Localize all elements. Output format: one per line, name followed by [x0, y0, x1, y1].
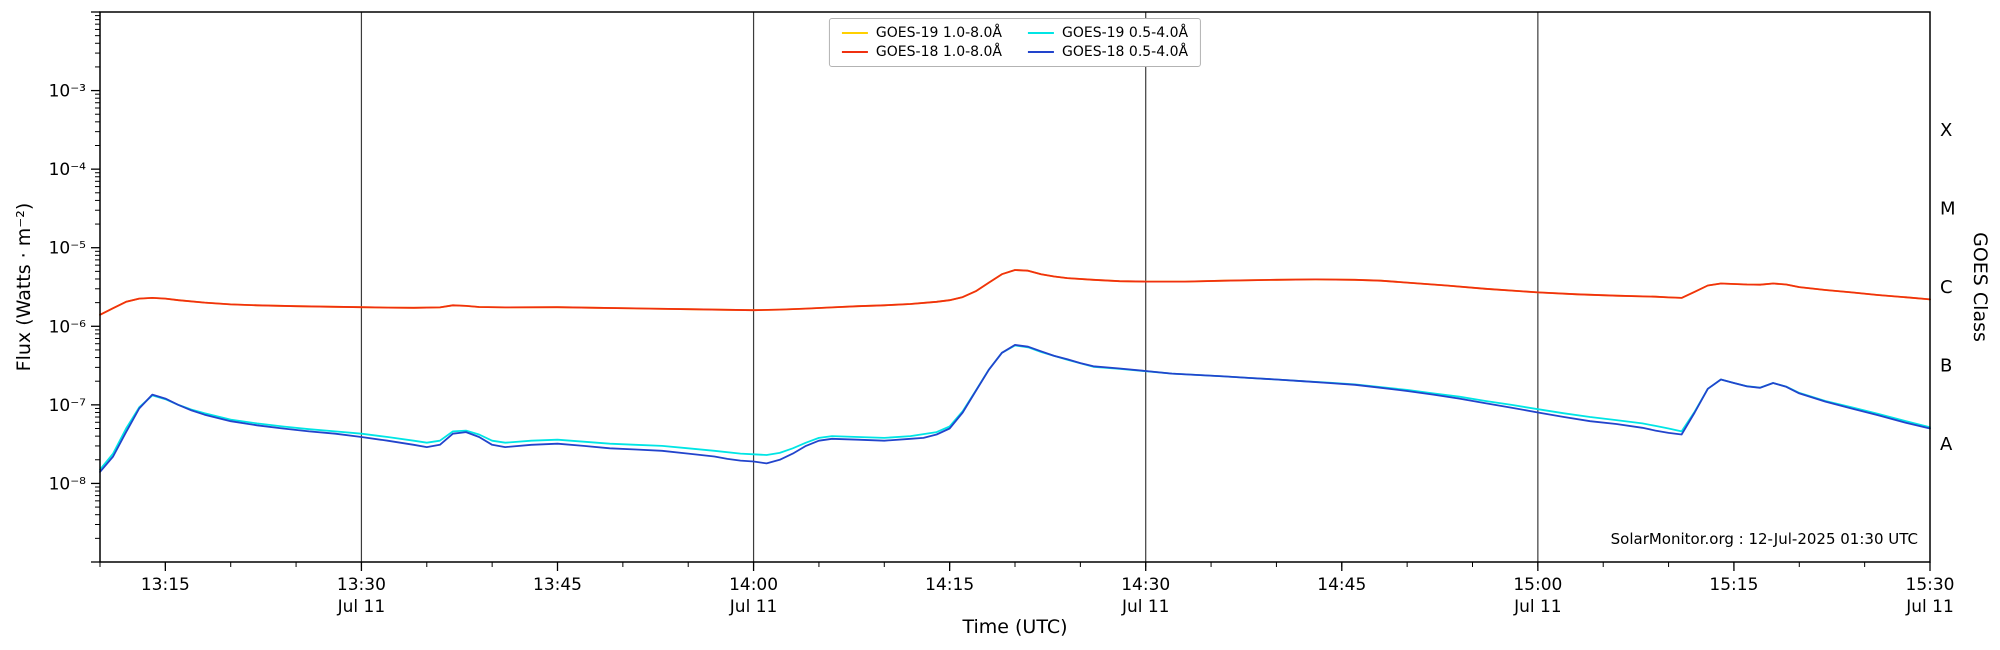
- legend-swatch: [841, 32, 868, 34]
- legend-item: GOES-18 0.5-4.0Å: [1028, 44, 1188, 60]
- legend-swatch: [1028, 32, 1054, 34]
- goes-class-label-c: C: [1940, 277, 1953, 298]
- series-goes-19-0-5-4-0-: [99, 344, 1931, 471]
- y-tick-label: 10⁻⁸: [49, 474, 87, 494]
- goes-class-label-a: A: [1940, 434, 1953, 455]
- x-tick-sublabel: Jul 11: [337, 597, 386, 617]
- goes-class-label-x: X: [1940, 120, 1952, 141]
- legend-item-label: GOES-19 0.5-4.0Å: [1062, 25, 1189, 41]
- x-tick-label: 14:15: [925, 575, 974, 595]
- series-goes-18-0-5-4-0-: [99, 344, 1931, 473]
- x-tick-label: 15:15: [1709, 575, 1758, 595]
- x-tick-label: 14:30: [1121, 575, 1170, 595]
- y-tick-label: 10⁻⁴: [49, 160, 87, 180]
- legend-item-label: GOES-18 0.5-4.0Å: [1062, 44, 1189, 60]
- x-tick-label: 14:45: [1317, 575, 1366, 595]
- goes-class-label-m: M: [1940, 198, 1956, 219]
- legend-item-label: GOES-19 1.0-8.0Å: [875, 25, 1002, 41]
- legend-swatch: [841, 51, 868, 53]
- x-tick-label: 13:15: [141, 575, 190, 595]
- y-axis-label: Flux (Watts · m⁻²): [13, 202, 35, 372]
- legend-swatch: [1028, 51, 1054, 53]
- y-tick-label: 10⁻⁷: [49, 396, 87, 416]
- legend-item: GOES-19 0.5-4.0Å: [1028, 25, 1188, 41]
- x-tick-label: 13:45: [533, 575, 582, 595]
- y-tick-label: 10⁻⁵: [49, 239, 86, 259]
- x-tick-label: 15:00: [1513, 575, 1562, 595]
- legend-item: GOES-18 1.0-8.0Å: [841, 44, 1002, 60]
- y-tick-label: 10⁻⁶: [49, 317, 87, 337]
- legend: GOES-19 1.0-8.0Å GOES-19 0.5-4.0Å GOES-18 …: [828, 18, 1202, 67]
- x-tick-sublabel: Jul 11: [1513, 597, 1562, 617]
- x-tick-sublabel: Jul 11: [1905, 597, 1954, 617]
- x-tick-label: 13:30: [337, 575, 386, 595]
- series-goes-18-1-0-8-0-: [99, 269, 1931, 316]
- x-tick-label: 15:30: [1906, 575, 1955, 595]
- x-tick-sublabel: Jul 11: [1121, 597, 1170, 617]
- plot-frame: [99, 11, 1931, 563]
- x-tick-label: 14:00: [729, 575, 778, 595]
- x-axis-label: Time (UTC): [962, 616, 1068, 638]
- legend-item: GOES-19 1.0-8.0Å: [841, 25, 1002, 41]
- right-axis-label: GOES Class: [1969, 232, 1991, 342]
- y-tick-label: 10⁻³: [49, 82, 86, 102]
- x-tick-sublabel: Jul 11: [729, 597, 778, 617]
- legend-item-label: GOES-18 1.0-8.0Å: [875, 44, 1002, 60]
- watermark: SolarMonitor.org : 12-Jul-2025 01:30 UTC: [1610, 530, 1918, 548]
- goes-class-label-b: B: [1940, 356, 1952, 377]
